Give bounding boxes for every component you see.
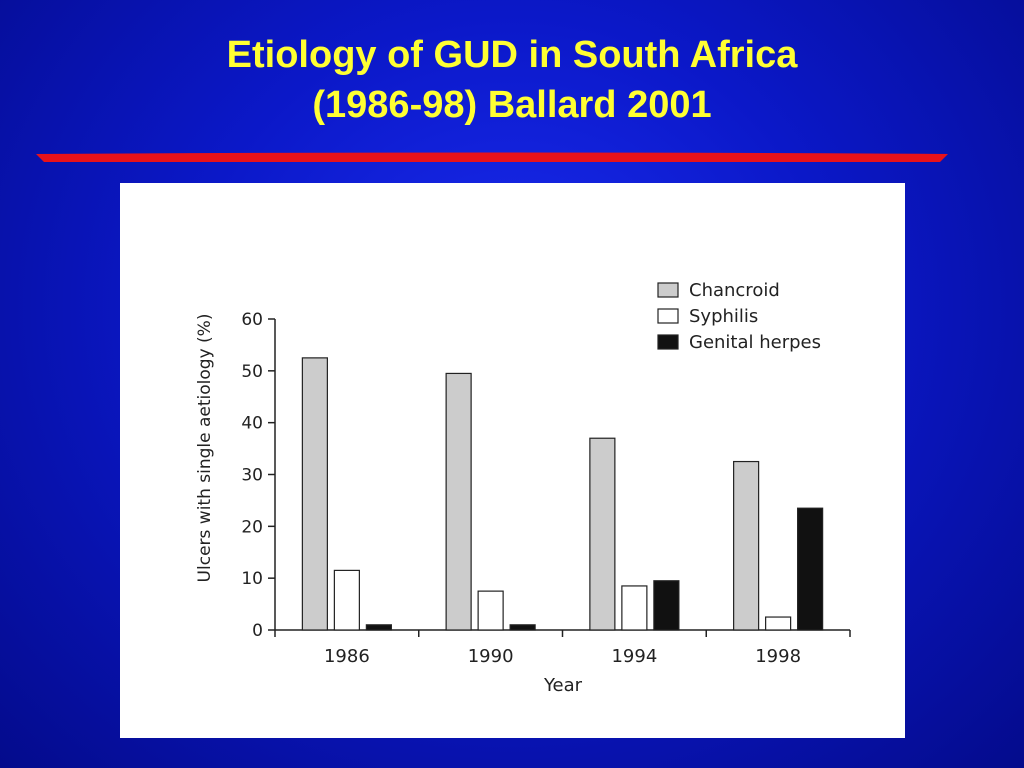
legend-swatch [657, 334, 679, 350]
y-tick-label: 0 [252, 621, 263, 641]
y-tick-label: 10 [241, 569, 263, 589]
bar-syphilis-1994 [621, 585, 648, 631]
y-tick-label: 20 [241, 517, 263, 537]
x-tick-label: 1994 [611, 646, 657, 667]
bar-genital-herpes-1994 [653, 580, 680, 631]
y-tick-label: 30 [241, 466, 263, 486]
y-axis-label: Ulcers with single aetiology (%) [195, 314, 215, 583]
bar-syphilis-1986 [333, 569, 360, 631]
x-axis-label: Year [543, 675, 583, 696]
title-line-2: (1986-98) Ballard 2001 [312, 84, 712, 126]
bar-chart: 0 10 20 30 40 50 60 1986 1990 1994 1998 Chancroid… [195, 280, 851, 696]
x-tick-label: 1986 [324, 646, 370, 667]
y-tick-label: 50 [241, 362, 263, 382]
bars [301, 357, 824, 631]
legend-label: Syphilis [689, 306, 758, 327]
x-tick-label: 1998 [755, 646, 801, 667]
chart-panel: 0 10 20 30 40 50 60 1986 1990 1994 1998 Chancroid… [120, 183, 905, 738]
bar-syphilis-1998 [765, 616, 792, 631]
bar-genital-herpes-1998 [797, 507, 824, 631]
legend-swatch [657, 282, 679, 298]
bar-syphilis-1990 [477, 590, 504, 631]
bar-chancroid-1990 [445, 372, 472, 631]
bar-chancroid-1986 [301, 357, 328, 631]
red-divider-bar [36, 152, 948, 162]
title-line-1: Etiology of GUD in South Africa [226, 34, 798, 76]
legend: Chancroid Syphilis Genital herpes [657, 280, 821, 353]
x-axis: 1986 1990 1994 1998 [274, 629, 851, 667]
y-tick-label: 40 [241, 414, 263, 434]
bar-chancroid-1998 [733, 460, 760, 631]
x-tick-label: 1990 [468, 646, 514, 667]
legend-label: Genital herpes [689, 332, 821, 353]
bar-chancroid-1994 [589, 437, 616, 631]
bar-genital-herpes-1986 [365, 624, 392, 631]
y-tick-label: 60 [241, 310, 263, 330]
legend-swatch [657, 308, 679, 324]
y-axis: 0 10 20 30 40 50 60 [241, 310, 276, 641]
bar-genital-herpes-1990 [509, 624, 536, 631]
slide-title: Etiology of GUD in South Africa (1986-98… [0, 30, 1024, 130]
legend-label: Chancroid [689, 280, 780, 301]
